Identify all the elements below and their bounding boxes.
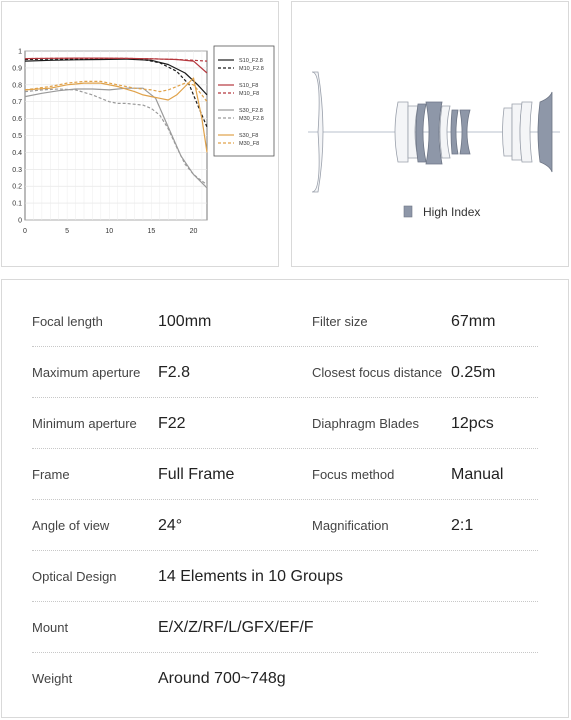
spec-row-focal-length: Focal length 100mm Filter size 67mm	[32, 296, 538, 347]
spec-value: Full Frame	[158, 465, 235, 483]
mtf-y-tick-label: 0.3	[12, 167, 22, 174]
mtf-x-tick-label: 10	[105, 228, 113, 235]
mtf-legend: S10_F2.8 M10_F2.8 S10_F8 M10_F8 S30_F2.8 M30_…	[213, 45, 275, 157]
mtf-y-tick-label: 0.2	[12, 184, 22, 191]
spec-value: 12pcs	[451, 414, 494, 432]
spec-value: F22	[158, 414, 186, 432]
mtf-series-line	[24, 80, 208, 103]
lens-element-12-high-index	[537, 91, 553, 173]
spec-label: Optical Design	[32, 569, 117, 584]
lens-element-6	[439, 105, 451, 159]
spec-label: Closest focus distance	[312, 365, 443, 380]
mtf-legend-label: M10_F8	[239, 91, 259, 97]
mtf-y-ticks: 0 0.1 0.2 0.3 0.4 0.5 0.6 0.7 0.8 0.9 1	[12, 49, 22, 225]
mtf-series-line	[24, 57, 208, 128]
spec-value: 67mm	[451, 312, 496, 330]
spec-row-weight: Weight Around 700~748g	[32, 653, 538, 704]
lens-element-5-high-index	[425, 101, 443, 165]
spec-label: Magnification	[312, 518, 389, 533]
mtf-lines	[24, 57, 208, 189]
spec-row-mount: Mount E/X/Z/RF/L/GFX/EF/F	[32, 602, 538, 653]
mtf-series-line	[24, 87, 208, 189]
mtf-x-tick-label: 15	[147, 228, 155, 235]
lens-element-9	[502, 107, 513, 157]
spec-label: Weight	[32, 671, 73, 686]
mtf-legend-label: S30_F2.8	[239, 108, 263, 114]
lens-element-11	[519, 101, 533, 163]
mtf-chart: 0 0.1 0.2 0.3 0.4 0.5 0.6 0.7 0.8 0.9 1 0 5 10 15 20 S…	[12, 45, 275, 235]
mtf-x-tick-label: 5	[65, 228, 69, 235]
spec-row-frame: Frame Full Frame Focus method Manual	[32, 449, 538, 500]
spec-value: 24°	[158, 516, 183, 534]
spec-row-optical-design: Optical Design 14 Elements in 10 Groups	[32, 551, 538, 602]
spec-label: Filter size	[312, 314, 368, 329]
spec-row-angle-of-view: Angle of view 24° Magnification 2:1	[32, 500, 538, 551]
mtf-y-tick-label: 0.5	[12, 133, 22, 140]
spec-label: Frame	[32, 467, 70, 482]
mtf-series-line	[24, 57, 208, 62]
specs-table: Focal length 100mm Filter size 67mm Maxi…	[1, 279, 569, 718]
mtf-y-tick-label: 0.7	[12, 99, 22, 106]
mtf-x-tick-label: 0	[23, 228, 27, 235]
spec-label: Diaphragm Blades	[312, 416, 419, 431]
lens-element-8-high-index	[459, 109, 471, 155]
lens-diagram: High Index	[308, 71, 560, 219]
spec-value: E/X/Z/RF/L/GFX/EF/F	[158, 618, 314, 636]
mtf-legend-box	[213, 45, 275, 157]
spec-value: Manual	[451, 465, 504, 483]
mtf-legend-label: M30_F8	[239, 141, 259, 147]
mtf-grid	[24, 50, 208, 221]
mtf-legend-label: M10_F2.8	[239, 66, 264, 72]
lens-element-4-high-index	[415, 103, 427, 163]
mtf-series-line	[24, 88, 208, 185]
mtf-y-tick-label: 0.9	[12, 65, 22, 72]
lens-element-1	[311, 71, 324, 193]
spec-label: Focal length	[32, 314, 103, 329]
lens-diagram-panel: High Index	[291, 1, 569, 267]
spec-value: 0.25m	[451, 363, 496, 381]
spec-value: F2.8	[158, 363, 191, 381]
mtf-series-line	[24, 77, 208, 153]
spec-label: Angle of view	[32, 518, 110, 533]
spec-row-min-aperture: Minimum aperture F22 Diaphragm Blades 12…	[32, 398, 538, 449]
mtf-legend-label: S10_F2.8	[239, 58, 263, 64]
spec-value: 14 Elements in 10 Groups	[158, 567, 343, 585]
spec-row-aperture: Maximum aperture F2.8 Closest focus dist…	[32, 347, 538, 398]
mtf-legend-label: S10_F8	[239, 83, 258, 89]
mtf-series-line	[24, 58, 208, 96]
mtf-legend-label: M30_F2.8	[239, 116, 264, 122]
mtf-y-tick-label: 1	[18, 49, 22, 56]
spec-label: Maximum aperture	[32, 365, 141, 380]
lens-element-7-high-index	[450, 109, 459, 155]
mtf-y-tick-label: 0.1	[12, 201, 22, 208]
mtf-chart-panel: 0 0.1 0.2 0.3 0.4 0.5 0.6 0.7 0.8 0.9 1 0 5 10 15 20 S…	[1, 1, 279, 267]
spec-value: 2:1	[451, 516, 474, 534]
high-index-label: High Index	[423, 205, 480, 219]
high-index-swatch	[403, 205, 413, 218]
spec-value: 100mm	[158, 312, 212, 330]
mtf-y-tick-label: 0.6	[12, 116, 22, 123]
mtf-legend-label: S30_F8	[239, 133, 258, 139]
spec-label: Mount	[32, 620, 69, 635]
mtf-y-tick-label: 0.4	[12, 150, 22, 157]
lens-element-2	[394, 101, 409, 163]
mtf-y-tick-label: 0	[18, 218, 22, 225]
mtf-y-tick-label: 0.8	[12, 82, 22, 89]
spec-label: Minimum aperture	[32, 416, 137, 431]
mtf-x-ticks: 0 5 10 15 20	[23, 228, 197, 235]
mtf-x-tick-label: 20	[190, 228, 198, 235]
spec-label: Focus method	[312, 467, 395, 482]
spec-value: Around 700~748g	[158, 669, 286, 687]
